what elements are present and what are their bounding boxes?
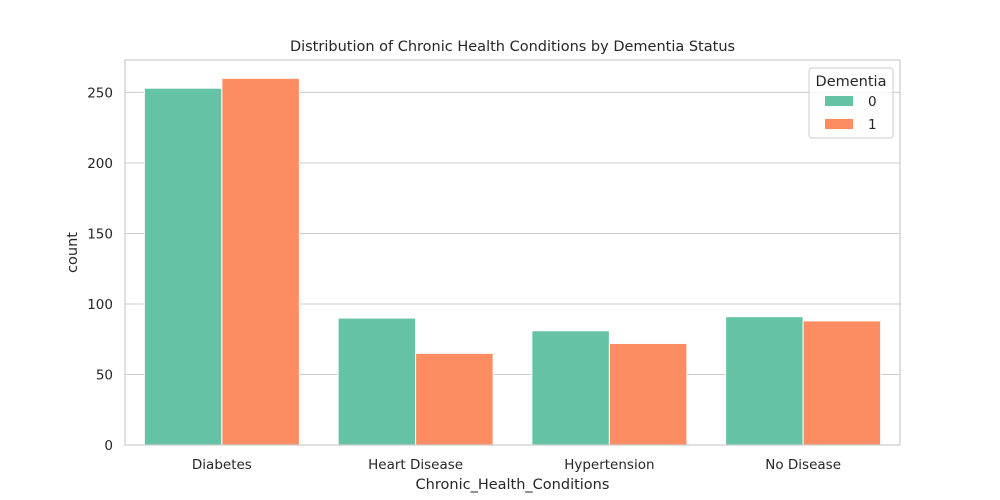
y-tick-label: 50: [96, 367, 113, 383]
bar-heart-disease-dementia-0: [337, 317, 417, 446]
bars: [143, 77, 882, 446]
legend-swatch: [825, 96, 853, 106]
bar-hypertension-dementia-1: [608, 342, 688, 446]
bar-no-disease-dementia-0: [725, 316, 804, 446]
y-tick-label: 100: [87, 297, 113, 313]
y-tick-label: 150: [87, 226, 113, 242]
y-tick-labels: 0 50 100 150 200 250: [87, 85, 113, 454]
chart-title: Distribution of Chronic Health Condition…: [290, 39, 735, 55]
legend: Dementia 0 1: [808, 67, 894, 139]
legend-label: 0: [868, 94, 877, 110]
x-tick-label: No Disease: [765, 457, 841, 473]
bar-diabetes-dementia-0: [143, 87, 223, 446]
legend-title: Dementia: [816, 74, 887, 90]
x-tick-label: Heart Disease: [368, 457, 463, 473]
x-axis-label: Chronic_Health_Conditions: [416, 477, 610, 493]
x-tick-labels: Diabetes Heart Disease Hypertension No Dise…: [192, 457, 841, 473]
y-tick-label: 0: [104, 438, 113, 454]
plot-frame: [124, 59, 901, 446]
x-tick-label: Hypertension: [564, 457, 654, 473]
x-tick-label: Diabetes: [192, 457, 252, 473]
bar-diabetes-dementia-1: [221, 77, 300, 446]
legend-label: 1: [868, 117, 877, 133]
y-tick-label: 200: [87, 156, 113, 172]
bar-no-disease-dementia-1: [802, 320, 882, 446]
bar-hypertension-dementia-0: [531, 330, 610, 446]
y-tick-label: 250: [87, 85, 113, 101]
legend-swatch: [825, 119, 853, 129]
y-axis-label: count: [65, 232, 81, 273]
bar-heart-disease-dementia-1: [415, 352, 494, 446]
